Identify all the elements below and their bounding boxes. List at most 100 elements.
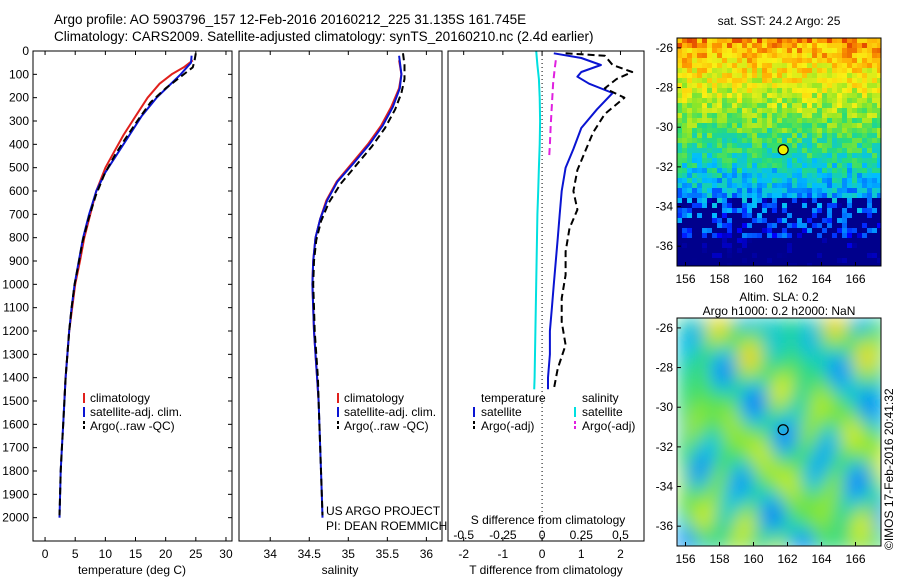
legend2-argo: Argo(..raw -QC)	[344, 419, 429, 433]
map-xtick-label: 166	[845, 272, 865, 286]
ytick-label: 0	[22, 44, 29, 58]
ytick-label: 200	[9, 91, 29, 105]
xtick-label: 5	[72, 547, 79, 561]
credit-line2: PI: DEAN ROEMMICH	[326, 519, 447, 533]
map-xtick-label: 166	[845, 552, 865, 566]
map-ytick-label: -28	[656, 81, 674, 95]
map-ytick-label: -30	[656, 120, 674, 134]
ytick-label: 1200	[2, 324, 29, 338]
legend2-satellite: satellite-adj. clim.	[344, 405, 436, 419]
panel2-xlabel: salinity	[322, 563, 359, 577]
sla-heatmap-cells	[677, 318, 881, 546]
xtick-label: 20	[159, 547, 173, 561]
credit-line1: US ARGO PROJECT	[326, 504, 441, 518]
s-tick-label: 0	[539, 528, 546, 542]
legend1-satellite: satellite-adj. clim.	[90, 405, 182, 419]
series-2-3	[548, 60, 557, 159]
map-xtick-label: 158	[709, 272, 729, 286]
argo-position-marker	[777, 144, 789, 156]
series-1-0	[311, 60, 403, 402]
map-ytick-label: -32	[656, 440, 674, 454]
ytick-label: 1900	[2, 487, 29, 501]
map-ytick-label: -34	[656, 480, 674, 494]
xtick-label: 34.5	[298, 547, 322, 561]
ytick-label: 900	[9, 254, 29, 268]
argo-position-marker	[777, 424, 789, 436]
legend3-temperature-title: temperature	[481, 391, 546, 405]
legend1-argo: Argo(..raw -QC)	[90, 419, 175, 433]
xtick-label: 0	[539, 547, 546, 561]
series-1-2	[312, 53, 406, 516]
map-ytick-label: -34	[656, 200, 674, 214]
series-0-2	[58, 53, 197, 516]
sst-heatmap-cells	[677, 38, 881, 266]
map-frame	[676, 37, 882, 267]
s-tick-label: 0.5	[612, 528, 629, 542]
xtick-label: 0	[42, 547, 49, 561]
xtick-label: 15	[129, 547, 143, 561]
ytick-label: 600	[9, 184, 29, 198]
map-ytick-label: -26	[656, 321, 674, 335]
ytick-label: 700	[9, 207, 29, 221]
legend3-sal-argo: Argo(-adj)	[582, 419, 635, 433]
s-tick-label: 0.25	[570, 528, 594, 542]
ytick-label: 1400	[2, 371, 29, 385]
xtick-label: -1	[498, 547, 509, 561]
map-xtick-label: 158	[709, 552, 729, 566]
legend3-temp-satellite: satellite	[481, 405, 522, 419]
ytick-label: 1600	[2, 417, 29, 431]
ytick-label: 1500	[2, 394, 29, 408]
legend3-temp-argo: Argo(-adj)	[481, 419, 534, 433]
map-ytick-label: -32	[656, 160, 674, 174]
legend3-salinity-title: salinity	[582, 391, 619, 405]
xtick-label: 35.5	[376, 547, 400, 561]
ytick-label: 300	[9, 114, 29, 128]
sla-map-subtitle: Argo h1000: 0.2 h2000: NaN	[703, 304, 856, 318]
panel-frame-1	[32, 50, 233, 542]
temperature-profile-panel	[58, 53, 197, 518]
xtick-label: 25	[189, 547, 203, 561]
ytick-label: 800	[9, 231, 29, 245]
ytick-label: 1000	[2, 277, 29, 291]
series-0-0	[63, 59, 194, 402]
map-ytick-label: -26	[656, 41, 674, 55]
imos-watermark: ©IMOS 17-Feb-2016 20:41:32	[882, 388, 896, 550]
sst-map-title: sat. SST: 24.2 Argo: 25	[718, 14, 841, 28]
ytick-label: 400	[9, 137, 29, 151]
s-tick-label: -0.25	[489, 528, 517, 542]
ytick-label: 2000	[2, 511, 29, 525]
xtick-label: 34	[264, 547, 278, 561]
map-frame	[676, 317, 882, 547]
map-ytick-label: -30	[656, 400, 674, 414]
map-xtick-label: 162	[777, 552, 797, 566]
series-2-1	[552, 52, 634, 390]
series-1-1	[311, 55, 403, 518]
map-xtick-label: 164	[811, 552, 831, 566]
ytick-label: 1100	[3, 301, 29, 315]
series-2-2	[533, 51, 542, 390]
legend3-sal-satellite: satellite	[582, 405, 623, 419]
profile-title: Argo profile: AO 5903796_157 12-Feb-2016…	[54, 12, 527, 27]
xtick-label: -2	[458, 547, 469, 561]
axes-layer: 0 5 10 15 20 25 300100200300400500600700800900…	[2, 37, 882, 566]
map-xtick-label: 164	[811, 272, 831, 286]
map-xtick-label: 162	[777, 272, 797, 286]
difference-panel	[533, 51, 634, 541]
panel-frame-2	[238, 50, 443, 542]
map-xtick-label: 156	[675, 552, 695, 566]
sst-map	[677, 38, 881, 266]
map-ytick-label: -36	[656, 519, 674, 533]
xtick-label: 10	[99, 547, 113, 561]
sla-map	[677, 318, 881, 546]
climatology-subtitle: Climatology: CARS2009. Satellite-adjuste…	[54, 29, 594, 44]
ytick-label: 100	[9, 67, 29, 81]
s-tick-label: -0.5	[453, 528, 474, 542]
sla-map-title: Altim. SLA: 0.2	[739, 290, 819, 304]
xtick-label: 2	[617, 547, 624, 561]
map-xtick-label: 156	[675, 272, 695, 286]
series-2-0	[547, 52, 614, 390]
map-xtick-label: 160	[743, 272, 763, 286]
map-ytick-label: -28	[656, 361, 674, 375]
legend1-climatology: climatology	[90, 391, 150, 405]
ytick-label: 1800	[2, 464, 29, 478]
